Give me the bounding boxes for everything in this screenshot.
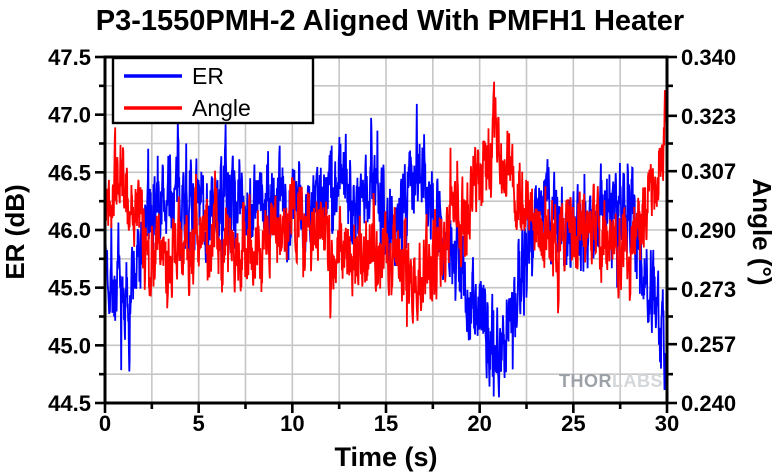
angle-series-line [105,81,667,327]
x-tick-label: 20 [467,411,491,436]
x-tick-label: 15 [374,411,398,436]
plot-frame [103,55,669,405]
y-left-tick-label: 46.0 [48,218,91,243]
chart-title: P3-1550PMH-2 Aligned With PMFH1 Heater [95,5,685,37]
y-left-tick-label: 46.5 [48,160,91,185]
x-tick-label: 30 [655,411,679,436]
watermark-thor: THOR [559,371,612,391]
thorlabs-watermark: THORLABS [559,371,663,391]
y-right-tick-label: 0.340 [681,45,736,70]
tick-labels: 0 5 10 15 20 25 30 44.5 45.0 45.5 46.0 46.5 47.0 47.5… [48,45,736,436]
legend: ER Angle [111,56,315,125]
y-left-tick-label: 45.5 [48,276,91,301]
x-tick-label: 5 [193,411,205,436]
y-axis-left-title: ER (dB) [0,184,30,279]
y-left-tick-label: 47.5 [48,45,91,70]
legend-angle-label: Angle [192,95,251,121]
y-left-tick-label: 45.0 [48,333,91,358]
y-right-tick-label: 0.323 [681,104,736,129]
y-axis-right-title: Angle (°) [747,178,777,285]
y-left-tick-label: 47.0 [48,103,91,128]
y-right-tick-label: 0.307 [681,159,736,184]
legend-er-label: ER [192,63,224,89]
x-tick-label: 0 [99,411,111,436]
y-right-tick-label: 0.240 [681,391,736,416]
y-left-tick-label: 44.5 [48,391,91,416]
axis-ticks [95,55,677,413]
x-tick-label: 25 [561,411,585,436]
y-right-tick-label: 0.257 [681,332,736,357]
watermark-labs: LABS [612,371,663,391]
x-axis-title: Time (s) [334,442,437,472]
x-tick-label: 10 [280,411,304,436]
y-right-tick-label: 0.273 [681,277,736,302]
y-right-tick-label: 0.290 [681,218,736,243]
